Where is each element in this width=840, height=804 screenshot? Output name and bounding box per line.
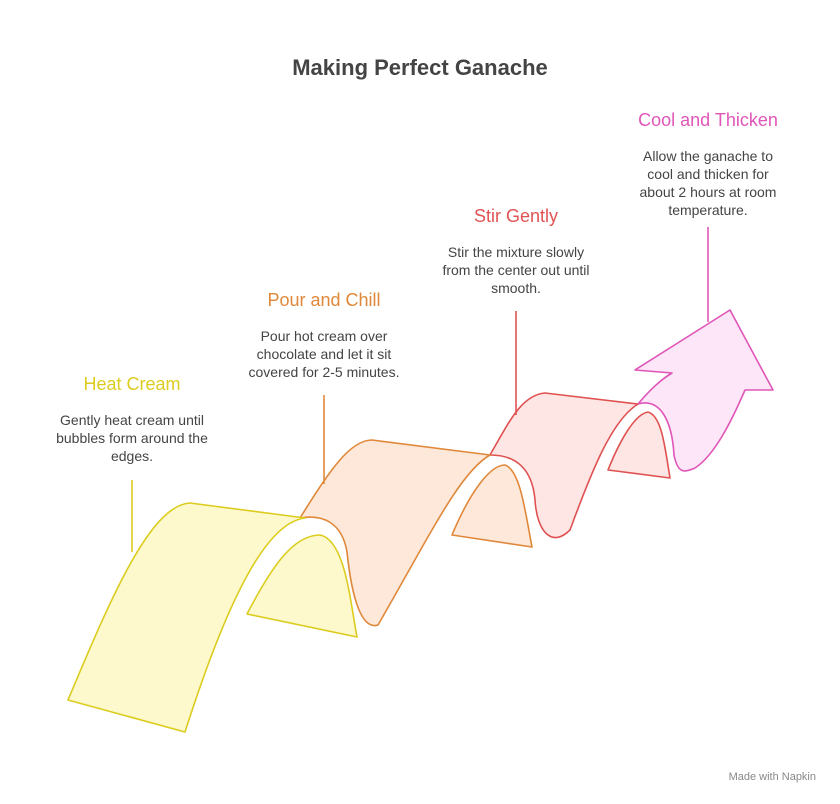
pink-arrow [634, 309, 774, 472]
step-title: Heat Cream [83, 374, 180, 394]
step-title: Cool and Thicken [638, 110, 778, 130]
footer: Made with Napkin [729, 771, 816, 783]
red-ribbon [489, 392, 639, 539]
step-description: temperature. [668, 202, 747, 218]
orange-ribbon [299, 439, 491, 627]
ribbons [67, 309, 774, 733]
step-description: smooth. [491, 280, 541, 296]
step-title: Stir Gently [474, 206, 558, 226]
step-description: bubbles form around the [56, 430, 208, 446]
step-title: Pour and Chill [267, 290, 380, 310]
step-description: covered for 2-5 minutes. [249, 364, 400, 380]
step-description: from the center out until [442, 262, 589, 278]
steps: Heat Cream Gently heat cream until bubbles… [56, 110, 778, 464]
step-description: Gently heat cream until [60, 412, 204, 428]
step-description: Pour hot cream over [261, 328, 388, 344]
step-description: Allow the ganache to [643, 148, 773, 164]
step-description: Stir the mixture slowly [448, 244, 584, 260]
yellow-curl [246, 534, 358, 638]
step-description: about 2 hours at room [640, 184, 777, 200]
step-description: edges. [111, 448, 153, 464]
orange-curl [451, 464, 533, 548]
red-curl [607, 411, 671, 479]
title: Making Perfect Ganache [292, 55, 548, 80]
step-description: chocolate and let it sit [257, 346, 392, 362]
yellow-ribbon [67, 502, 306, 733]
step-description: cool and thicken for [647, 166, 769, 182]
